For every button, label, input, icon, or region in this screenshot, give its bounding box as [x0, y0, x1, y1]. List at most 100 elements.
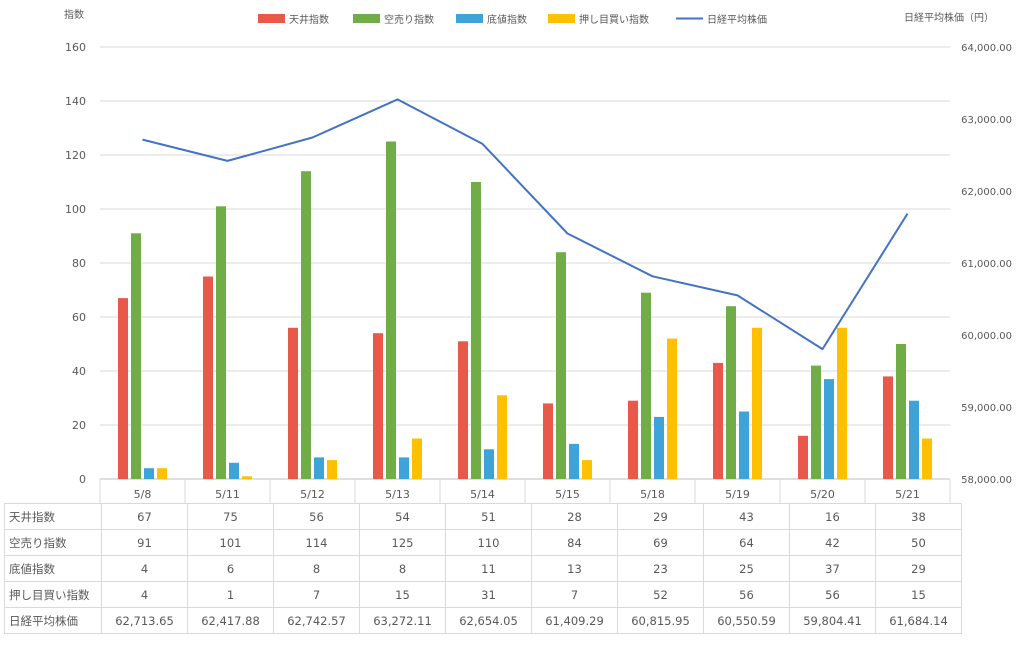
bar: [798, 435, 808, 479]
bar: [811, 365, 821, 479]
right-axis-title: 日経平均株価（円）: [904, 11, 994, 24]
left-axis-ticks: 0 20 40 60 80 100 120 140 160: [65, 41, 86, 486]
bars: [118, 141, 932, 480]
table-cell: 4: [101, 555, 188, 582]
table-cell: 11: [445, 555, 532, 582]
legend-label: 天井指数: [289, 13, 329, 26]
table-cell: 7: [273, 581, 360, 608]
table-cell: 6: [187, 555, 274, 582]
bar: [922, 438, 932, 479]
table-cell: 62,654.05: [445, 607, 532, 634]
right-tick-label: 59,000.00: [961, 403, 1012, 414]
table-cell: 60,815.95: [617, 607, 704, 634]
right-tick-label: 64,000.00: [961, 43, 1012, 54]
category-label: 5/20: [810, 488, 835, 501]
right-tick-label: 61,000.00: [961, 259, 1012, 270]
nikkei-line-layer: [142, 98, 909, 351]
table-cell: 62,417.88: [187, 607, 274, 634]
bar: [752, 327, 762, 479]
table-cell: 56: [273, 503, 360, 530]
bar: [399, 457, 409, 479]
left-axis-title: 指数: [64, 8, 84, 21]
bar: [471, 182, 481, 479]
table-cell: 13: [531, 555, 618, 582]
table-cell: 56: [703, 581, 790, 608]
category-label: 5/19: [725, 488, 750, 501]
bar: [412, 438, 422, 479]
left-tick-label: 80: [72, 257, 86, 270]
table-cell: 51: [445, 503, 532, 530]
table-row-label: 日経平均株価: [4, 607, 102, 634]
bar: [373, 333, 383, 479]
table-cell: 54: [359, 503, 446, 530]
bar: [739, 411, 749, 479]
bar: [543, 403, 553, 479]
table-cell: 59,804.41: [789, 607, 876, 634]
table-cell: 28: [531, 503, 618, 530]
table-cell: 62,713.65: [101, 607, 188, 634]
left-tick-label: 40: [72, 365, 86, 378]
legend-label: 空売り指数: [384, 13, 434, 26]
table-cell: 29: [875, 555, 962, 582]
bar: [203, 276, 213, 479]
table-row: 日経平均株価 62,713.65 62,417.88 62,742.57 63,272.…: [4, 607, 962, 634]
table-cell: 61,684.14: [875, 607, 962, 634]
bar: [713, 362, 723, 479]
bar: [288, 327, 298, 479]
table-row: 空売り指数 91 101 114 125 110 84 69 64 42 50: [4, 529, 962, 556]
gridlines: [100, 46, 950, 480]
table-row-label: 押し目買い指数: [4, 581, 102, 608]
category-label: 5/13: [385, 488, 410, 501]
bar: [314, 457, 324, 479]
table-cell: 91: [101, 529, 188, 556]
table-cell: 8: [273, 555, 360, 582]
bar: [628, 400, 638, 479]
table-cell: 23: [617, 555, 704, 582]
table-cell: 29: [617, 503, 704, 530]
legend-swatch: [456, 14, 483, 23]
right-axis-ticks: 58,000.00 59,000.00 60,000.00 61,000.00 62,0…: [961, 43, 1012, 486]
category-label: 5/21: [895, 488, 920, 501]
bar: [242, 476, 252, 479]
legend: 天井指数 空売り指数 底値指数 押し目買い指数 日経平均株価: [258, 13, 767, 26]
legend-swatch: [548, 14, 575, 23]
category-label: 5/11: [215, 488, 240, 501]
bar: [327, 460, 337, 479]
combo-chart: 0 20 40 60 80 100 120 140 160 58,000.00 59,000.00…: [64, 8, 1012, 503]
right-tick-label: 63,000.00: [961, 115, 1012, 126]
legend-swatch: [258, 14, 285, 23]
bar: [144, 468, 154, 479]
table-row-label: 天井指数: [4, 503, 102, 530]
bar: [497, 395, 507, 479]
table-cell: 38: [875, 503, 962, 530]
bar: [301, 171, 311, 479]
left-tick-label: 160: [65, 41, 86, 54]
table-row: 押し目買い指数 4 1 7 15 31 7 52 56 56 15: [4, 581, 962, 608]
legend-label: 日経平均株価: [707, 13, 767, 26]
table-row: 底値指数 4 6 8 8 11 13 23 25 37 29: [4, 555, 962, 582]
category-label: 5/15: [555, 488, 580, 501]
table-cell: 7: [531, 581, 618, 608]
bar: [556, 252, 566, 479]
table-cell: 114: [273, 529, 360, 556]
bar: [654, 416, 664, 479]
table-cell: 61,409.29: [531, 607, 618, 634]
table-cell: 63,272.11: [359, 607, 446, 634]
table-cell: 125: [359, 529, 446, 556]
right-tick-label: 58,000.00: [961, 475, 1012, 486]
table-cell: 15: [875, 581, 962, 608]
legend-swatch: [353, 14, 380, 23]
bar: [883, 376, 893, 479]
bar: [216, 206, 226, 480]
nikkei-line: [142, 98, 909, 351]
table-row: 天井指数 67 75 56 54 51 28 29 43 16 38: [4, 503, 962, 530]
bar: [896, 344, 906, 479]
table-cell: 69: [617, 529, 704, 556]
bar: [118, 298, 128, 479]
left-tick-label: 120: [65, 149, 86, 162]
table-row-label: 空売り指数: [4, 529, 102, 556]
table-cell: 16: [789, 503, 876, 530]
table-cell: 15: [359, 581, 446, 608]
bar: [458, 341, 468, 479]
table-cell: 101: [187, 529, 274, 556]
